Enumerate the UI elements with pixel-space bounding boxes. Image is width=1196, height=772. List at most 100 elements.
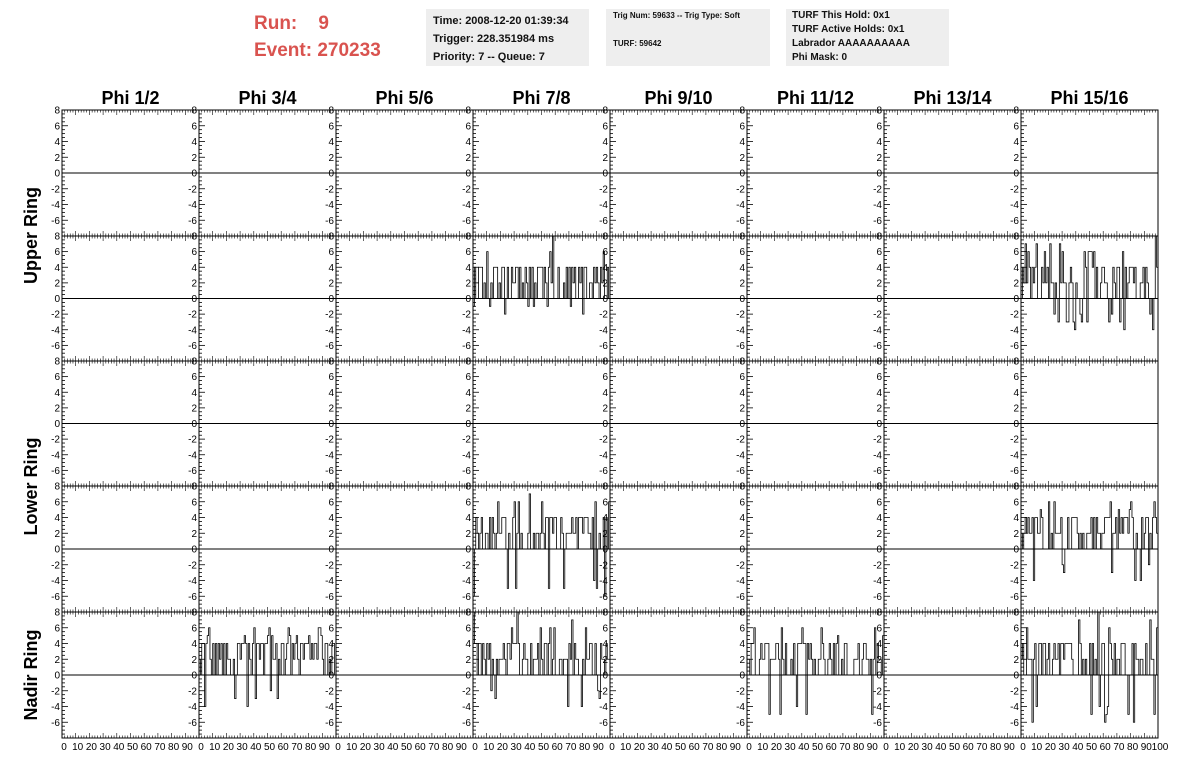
y-tick-label: -4 [1010,200,1019,211]
y-tick-label: -2 [188,310,197,321]
y-tick-label: 8 [54,608,60,619]
y-tick-label: -4 [736,325,745,336]
y-tick-label: 0 [876,294,882,305]
y-tick-label: 2 [54,153,60,164]
y-tick-label: 6 [876,497,882,508]
y-tick-label: 4 [602,513,608,524]
y-tick-label: -6 [1010,592,1019,603]
y-tick-label: 0 [54,419,60,430]
y-tick-label: 8 [1013,482,1019,493]
y-tick-label: 6 [1013,497,1019,508]
y-tick-label: 0 [876,169,882,180]
y-tick-label: -4 [462,576,471,587]
y-tick-label: -2 [325,310,334,321]
y-tick-label: -2 [51,686,60,697]
y-tick-label: 6 [54,247,60,258]
y-tick-label: 2 [191,153,197,164]
y-tick-label: -4 [51,450,60,461]
y-tick-label: -6 [462,216,471,227]
y-tick-label: -2 [51,560,60,571]
y-tick-label: -2 [188,686,197,697]
y-tick-label: 8 [465,357,471,368]
turf-active-line: TURF Active Holds: 0x1 [792,24,905,35]
y-tick-label: -4 [599,200,608,211]
y-tick-label: 8 [54,357,60,368]
y-tick-label: 4 [602,137,608,148]
y-tick-label: 6 [1013,121,1019,132]
y-tick-label: -6 [325,718,334,729]
y-tick-label: 0 [328,419,334,430]
y-tick-label: -6 [51,341,60,352]
y-tick-label: 0 [602,169,608,180]
y-tick-label: -2 [188,560,197,571]
y-tick-label: -6 [325,592,334,603]
y-tick-label: -4 [736,450,745,461]
y-tick-label: -6 [1010,341,1019,352]
y-tick-label: 6 [1013,247,1019,258]
y-tick-label: -2 [325,435,334,446]
y-tick-label: 2 [739,403,745,414]
y-tick-label: 8 [876,106,882,117]
y-tick-label: -6 [462,341,471,352]
y-tick-label: 0 [465,294,471,305]
y-tick-label: -6 [736,216,745,227]
y-tick-label: -4 [188,450,197,461]
y-tick-label: -2 [736,435,745,446]
y-tick-label: 6 [191,372,197,383]
y-tick-label: 4 [1013,388,1019,399]
y-tick-label: -6 [51,592,60,603]
y-tick-label: 2 [328,529,334,540]
y-tick-label: 2 [465,278,471,289]
y-tick-label: -4 [325,450,334,461]
y-tick-label: -6 [325,466,334,477]
y-tick-label: 6 [328,121,334,132]
y-tick-label: 6 [1013,372,1019,383]
y-tick-label: 6 [739,121,745,132]
y-tick-label: -2 [873,184,882,195]
y-tick-label: 6 [54,121,60,132]
y-tick-label: -4 [51,576,60,587]
y-tick-label: -6 [599,341,608,352]
y-tick-label: -4 [873,325,882,336]
y-tick-label: 8 [1013,357,1019,368]
y-tick-label: 0 [876,419,882,430]
y-tick-label: -6 [736,592,745,603]
y-tick-label: -2 [1010,560,1019,571]
y-tick-label: 0 [876,545,882,556]
turf-info-box: TURF This Hold: 0x1 TURF Active Holds: 0… [786,9,949,66]
y-tick-label: -4 [599,325,608,336]
y-tick-label: 2 [465,403,471,414]
y-tick-label: 4 [191,513,197,524]
y-tick-label: -4 [188,200,197,211]
y-tick-label: 6 [465,247,471,258]
y-tick-label: 4 [739,137,745,148]
y-tick-label: -6 [1010,466,1019,477]
y-tick-label: 0 [465,169,471,180]
y-tick-label: -4 [188,325,197,336]
event-label: Event: [254,40,313,61]
y-tick-label: -2 [188,435,197,446]
y-tick-label: 0 [328,169,334,180]
y-tick-label: -6 [462,592,471,603]
y-tick-label: 6 [602,497,608,508]
run-label: Run: [254,13,298,34]
y-tick-label: 6 [54,497,60,508]
y-tick-label: 6 [328,497,334,508]
y-tick-label: 6 [739,247,745,258]
y-tick-label: -4 [462,200,471,211]
y-tick-label: -6 [599,216,608,227]
run-event-label: Run: 9 Event: 270233 [254,10,381,64]
y-tick-label: 8 [876,357,882,368]
y-tick-label: 4 [54,388,60,399]
y-tick-label: 0 [191,545,197,556]
y-tick-label: 8 [191,106,197,117]
y-tick-label: 0 [465,419,471,430]
row-group-label: Nadir Ring [21,629,41,720]
y-tick-label: 2 [1013,403,1019,414]
y-tick-label: 8 [739,232,745,243]
y-tick-label: -6 [599,466,608,477]
y-tick-label: 4 [602,388,608,399]
y-tick-label: 4 [1013,263,1019,274]
y-tick-label: -4 [51,200,60,211]
y-tick-label: 4 [465,137,471,148]
